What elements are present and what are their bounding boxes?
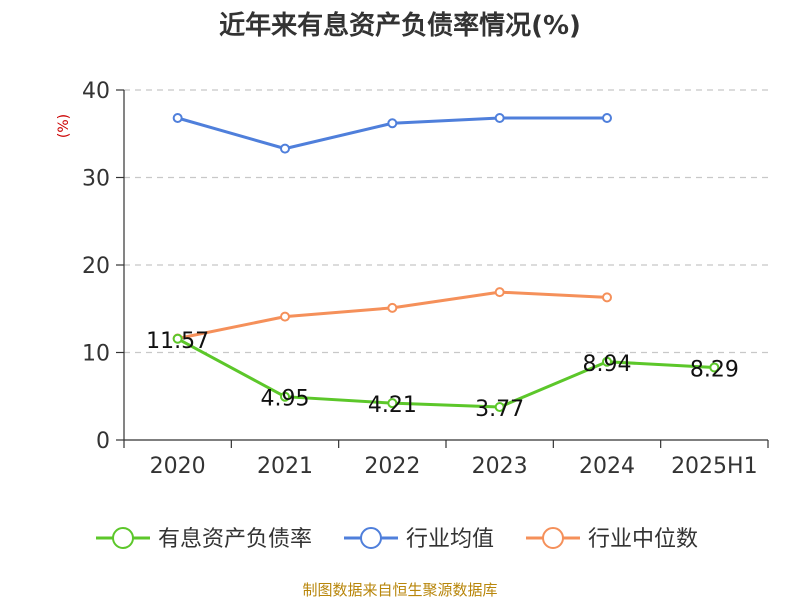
axes: 0 10 20 30 40 2020 2021 2022 2023 2024 2025H1 bbox=[82, 79, 769, 479]
x-tick-label: 2022 bbox=[364, 454, 420, 479]
y-tick-label: 30 bbox=[82, 167, 110, 192]
x-tick-label: 2021 bbox=[257, 454, 313, 479]
data-labels: 11.57 4.95 4.21 3.77 8.94 8.29 bbox=[146, 329, 739, 422]
legend-swatch-marker bbox=[360, 527, 382, 549]
legend-swatch-marker bbox=[542, 527, 564, 549]
series-lines bbox=[172, 113, 720, 413]
y-tick-label: 40 bbox=[82, 79, 110, 104]
series-1-point bbox=[172, 113, 183, 123]
series-0-point bbox=[494, 402, 505, 413]
series-0-line bbox=[176, 337, 715, 409]
chart-title: 近年来有息资产负债率情况(%) bbox=[219, 10, 581, 41]
series-0-point bbox=[172, 333, 183, 344]
series-0-point bbox=[602, 356, 612, 367]
x-tick-label: 2024 bbox=[579, 454, 635, 479]
x-tick-label: 2020 bbox=[150, 454, 206, 479]
series-1-point bbox=[280, 143, 290, 154]
x-tick-label: 2025H1 bbox=[671, 454, 758, 479]
legend-label: 行业中位数 bbox=[588, 527, 698, 552]
legend-item: 有息资产负债率 bbox=[96, 527, 312, 552]
source-note: 制图数据来自恒生聚源数据库 bbox=[302, 581, 497, 599]
series-1-point bbox=[494, 113, 505, 123]
y-tick-label: 10 bbox=[82, 342, 110, 367]
legend-label: 有息资产负债率 bbox=[158, 527, 312, 552]
legend-item: 行业均值 bbox=[344, 527, 494, 552]
series-0-point bbox=[709, 362, 720, 373]
data-label: 4.95 bbox=[261, 387, 310, 412]
data-label: 8.29 bbox=[690, 357, 739, 382]
legend-item: 行业中位数 bbox=[526, 527, 698, 552]
data-label: 4.21 bbox=[368, 393, 417, 418]
legend: 有息资产负债率 行业均值 行业中位数 bbox=[96, 527, 698, 552]
gridlines bbox=[124, 89, 768, 354]
legend-label: 行业均值 bbox=[406, 527, 494, 552]
series-2-point bbox=[494, 287, 505, 298]
series-1-point bbox=[602, 113, 612, 123]
x-tick-label: 2023 bbox=[472, 454, 528, 479]
data-label: 8.94 bbox=[583, 352, 632, 377]
series-2-point bbox=[280, 311, 290, 322]
series-0-point bbox=[387, 398, 398, 409]
series-2-point bbox=[602, 292, 612, 303]
y-tick-label: 20 bbox=[82, 254, 110, 279]
y-axis-unit: (%) bbox=[56, 114, 72, 138]
data-label: 3.77 bbox=[475, 397, 524, 422]
series-0-point bbox=[280, 391, 290, 402]
data-label: 11.57 bbox=[146, 329, 209, 354]
series-2-point bbox=[387, 302, 398, 313]
series-1-point bbox=[387, 118, 398, 129]
series-2-line bbox=[177, 290, 608, 340]
legend-swatch-marker bbox=[112, 527, 134, 549]
y-tick-label: 0 bbox=[96, 429, 110, 454]
